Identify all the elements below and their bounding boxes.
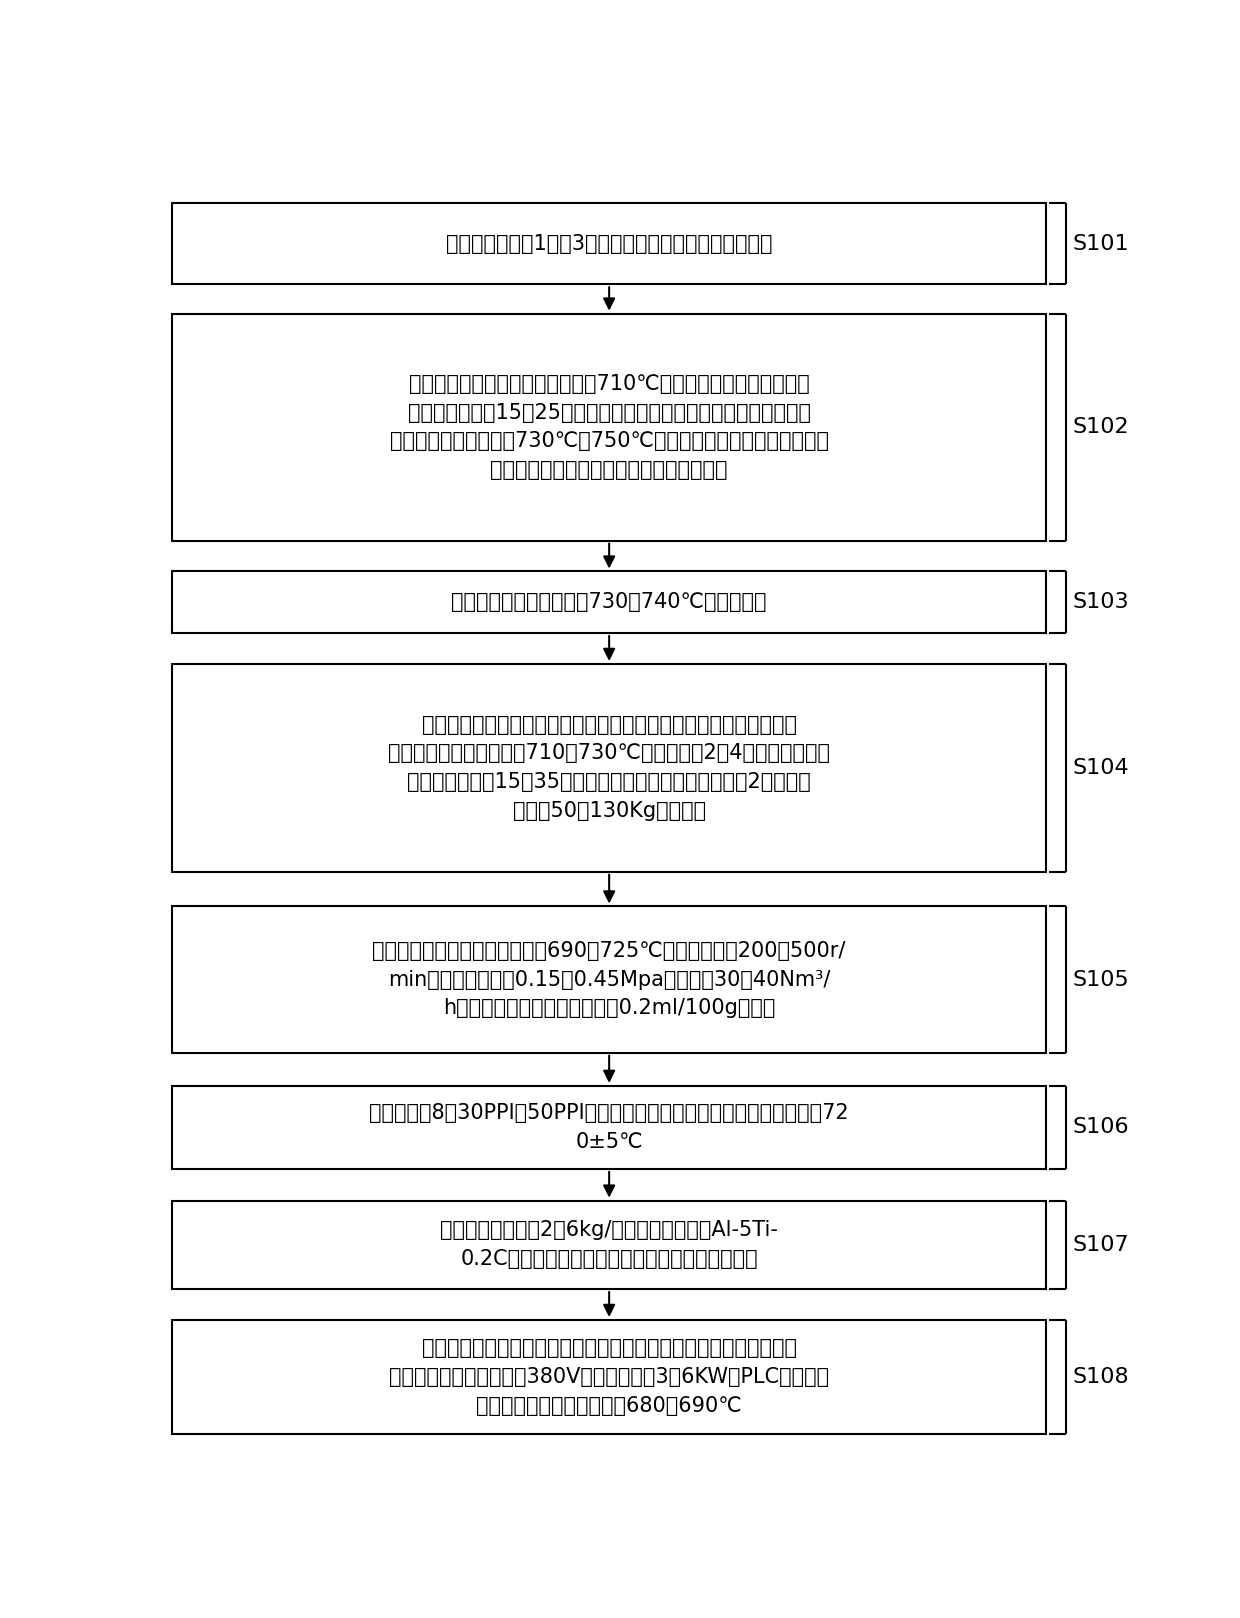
Text: S105: S105 [1073,969,1130,990]
Bar [172,906,1047,1053]
Text: 铸嘴内部溶体温度调控：通过铸嘴内部实际温度场自动调节加热元件
，加热元件的工作电压为380V，工作功率为3～6KW，PLC温度调控
系统的温度控制参数设置为68: 铸嘴内部溶体温度调控：通过铸嘴内部实际温度场自动调节加热元件 ，加热元件的工作电… [389,1338,830,1416]
Text: 静置处理：静置炉中用四氯化碳进行一次精炼，精炼完后进行表面扚
渣，静置炉的温度控制在710～730℃，以后每陠2～4小时作一次氯气
精炼，每次精炼15～35分钟: 静置处理：静置炉中用四氯化碳进行一次精炼，精炼完后进行表面扚 渣，静置炉的温度控… [388,715,830,820]
Bar [172,1086,1047,1168]
Text: S101: S101 [1073,235,1130,254]
Bar [172,204,1047,285]
Text: 憔炼：加入固态铝銆，升温，温度710℃以上时，加入合金添加剂；
静置后电磁搞拌15～25分钟；铝銆全部溶化后进行两次电磁搞拌；待
炉内铝液溶体温度达到730℃～: 憔炼：加入固态铝銆，升温，温度710℃以上时，加入合金添加剂； 静置后电磁搞拌1… [389,374,828,481]
Bar [172,663,1047,872]
Text: S107: S107 [1073,1235,1130,1256]
Text: S106: S106 [1073,1118,1130,1137]
Text: 转炉：铝液溶体温度达到730～740℃时进行转炉: 转炉：铝液溶体温度达到730～740℃时进行转炉 [451,592,766,612]
Bar [172,1320,1047,1434]
Text: S104: S104 [1073,757,1130,778]
Bar [172,314,1047,540]
Bar [172,1201,1047,1290]
Text: S102: S102 [1073,417,1130,437]
Text: S108: S108 [1073,1367,1130,1387]
Bar [172,571,1047,633]
Text: 过滤：采用8为30PPI和50PPI两级陶瓷过滤板过滤，过滤筱温度控制在　72
0±5℃: 过滤：采用8为30PPI和50PPI两级陶瓷过滤板过滤，过滤筱温度控制在 72 … [370,1103,849,1152]
Text: 去氢处理：除气筱内温度保持在690～725℃，转子转速为200～500r/
min，，压力控制为0.15～0.45Mpa，流量为30～40Nm³/
h，除气后溶: 去氢处理：除气筱内温度保持在690～725℃，转子转速为200～500r/ mi… [372,940,846,1018]
Text: 晶粒细化处理：以2～6kg/吞铝的添加量采用Al-5Ti-
0.2C晶粒细化剂对合金溶体进行晶粒变质细化处理: 晶粒细化处理：以2～6kg/吞铝的添加量采用Al-5Ti- 0.2C晶粒细化剂对… [440,1220,777,1269]
Text: 生产备料：选用1系或3系铝合金，按照指定牌号进行配料: 生产备料：选用1系或3系铝合金，按照指定牌号进行配料 [446,235,773,254]
Text: S103: S103 [1073,592,1130,612]
